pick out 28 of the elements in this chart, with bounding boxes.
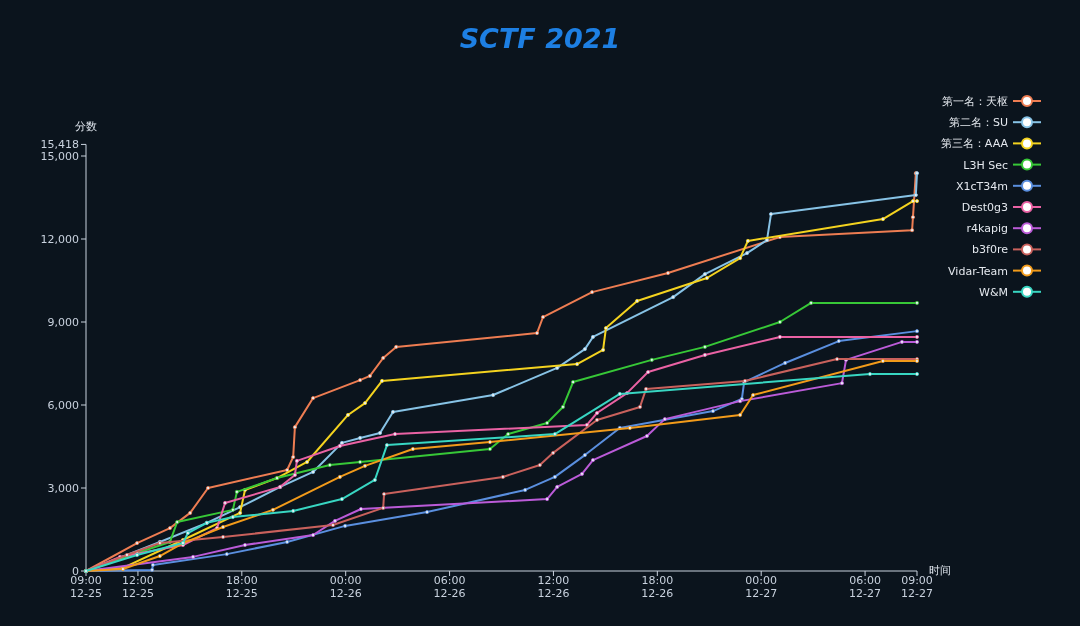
legend-label: W&M	[979, 285, 1008, 299]
x-tick-label: 18:00 12-26	[641, 574, 674, 601]
x-tick-label: 06:00 12-27	[849, 574, 882, 601]
x-tick-label: 09:00 12-27	[901, 574, 933, 601]
x-tick-label: 12:00 12-25	[121, 574, 154, 601]
legend-label: 第一名：天枢	[942, 95, 1008, 108]
y-tick-label: 3,000	[47, 482, 79, 495]
legend-label: 第二名：SU	[948, 116, 1008, 130]
x-axis-title: 时间	[929, 564, 951, 577]
chart-title: SCTF 2021	[459, 23, 621, 54]
x-tick-label: 00:00 12-26	[329, 574, 362, 601]
y-tick-label: 15,000	[40, 150, 79, 163]
x-tick-label: 12:00 12-26	[537, 574, 570, 601]
legend-label: r4kapig	[966, 222, 1008, 236]
legend-label: Vidar-Team	[948, 264, 1008, 278]
y-tick-label: 15,418	[40, 138, 79, 152]
legend-label: L3H Sec	[963, 158, 1008, 172]
legend-label: X1cT34m	[955, 179, 1008, 193]
legend-label: b3f0re	[972, 243, 1009, 257]
y-axis-title: 分数	[75, 120, 97, 133]
x-tick-label: 00:00 12-27	[745, 574, 778, 601]
x-tick-label: 18:00 12-25	[225, 574, 258, 601]
y-tick-label: 9,000	[47, 316, 79, 329]
y-tick-label: 12,000	[40, 233, 79, 246]
x-tick-label: 06:00 12-26	[433, 574, 466, 601]
legend-label: 第三名：AAA	[940, 137, 1009, 151]
legend-label: Dest0g3	[961, 201, 1008, 214]
y-tick-label: 6,000	[47, 399, 79, 412]
